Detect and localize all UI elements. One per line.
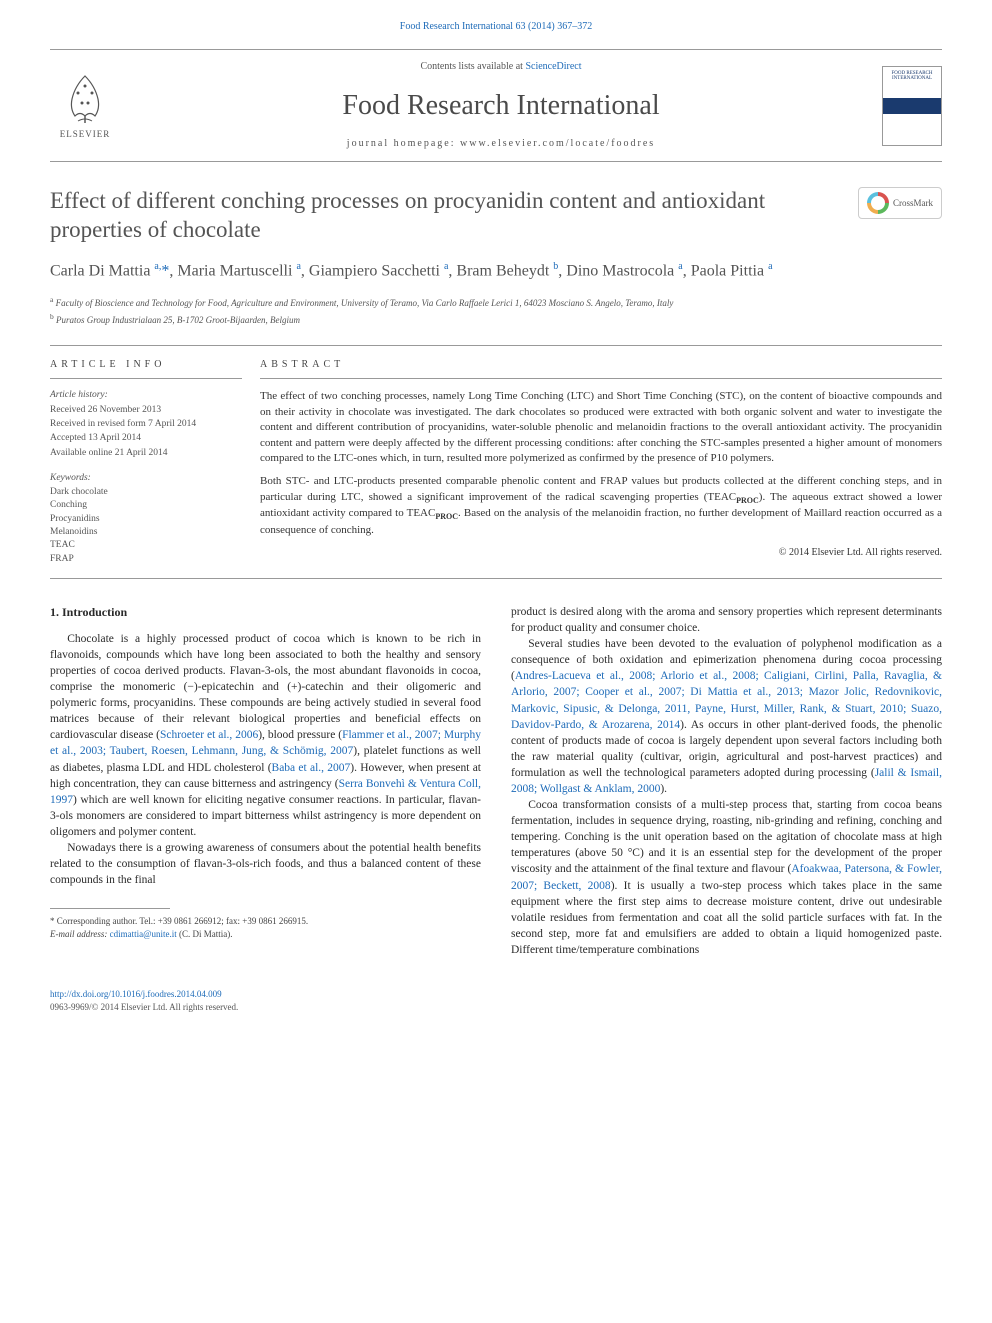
keyword-item: TEAC [50, 539, 242, 552]
body-paragraph: Chocolate is a highly processed product … [50, 631, 481, 840]
elsevier-label: ELSEVIER [60, 128, 111, 141]
left-column: 1. Introduction Chocolate is a highly pr… [50, 604, 481, 958]
body-columns: 1. Introduction Chocolate is a highly pr… [50, 604, 942, 958]
affiliations: a Faculty of Bioscience and Technology f… [50, 294, 942, 327]
history-item: Received in revised form 7 April 2014 [50, 418, 242, 431]
keywords-label: Keywords: [50, 472, 242, 485]
author-list: Carla Di Mattia a,*, Maria Martuscelli a… [50, 260, 942, 283]
article-info-heading: ARTICLE INFO [50, 358, 242, 379]
abstract-paragraph: Both STC- and LTC-products presented com… [260, 474, 942, 538]
article-info-panel: ARTICLE INFO Article history: Received 2… [50, 346, 260, 578]
right-column: product is desired along with the aroma … [511, 604, 942, 958]
crossmark-icon [867, 192, 889, 214]
journal-name: Food Research International [120, 86, 882, 125]
crossmark-badge[interactable]: CrossMark [858, 187, 942, 219]
doi-link[interactable]: http://dx.doi.org/10.1016/j.foodres.2014… [50, 989, 222, 999]
contents-line: Contents lists available at ScienceDirec… [120, 60, 882, 74]
keyword-item: Melanoidins [50, 526, 242, 539]
homepage-url[interactable]: www.elsevier.com/locate/foodres [460, 138, 655, 149]
corresponding-author-footnote: * Corresponding author. Tel.: +39 0861 2… [50, 915, 481, 940]
journal-header: ELSEVIER Contents lists available at Sci… [50, 49, 942, 162]
keyword-item: Dark chocolate [50, 486, 242, 499]
journal-cover-thumbnail: FOOD RESEARCH INTERNATIONAL [882, 66, 942, 146]
citation-link[interactable]: Baba et al., 2007 [272, 762, 351, 774]
history-item: Received 26 November 2013 [50, 404, 242, 417]
abstract-heading: ABSTRACT [260, 358, 942, 379]
article-title: Effect of different conching processes o… [50, 187, 858, 245]
history-label: Article history: [50, 389, 242, 402]
crossmark-label: CrossMark [893, 197, 933, 210]
keyword-item: Procyanidins [50, 513, 242, 526]
abstract-paragraph: The effect of two conching processes, na… [260, 389, 942, 466]
running-head: Food Research International 63 (2014) 36… [50, 20, 942, 34]
body-paragraph: product is desired along with the aroma … [511, 604, 942, 636]
history-item: Available online 21 April 2014 [50, 447, 242, 460]
body-paragraph: Cocoa transformation consists of a multi… [511, 797, 942, 958]
section-heading: 1. Introduction [50, 604, 481, 621]
email-link[interactable]: cdimattia@unite.it [110, 929, 177, 939]
keyword-item: Conching [50, 499, 242, 512]
page-footer: http://dx.doi.org/10.1016/j.foodres.2014… [50, 988, 942, 1013]
elsevier-tree-icon [60, 71, 110, 126]
sciencedirect-link[interactable]: ScienceDirect [525, 61, 581, 72]
citation-link[interactable]: Schroeter et al., 2006 [160, 729, 258, 741]
abstract-panel: ABSTRACT The effect of two conching proc… [260, 346, 942, 578]
history-item: Accepted 13 April 2014 [50, 432, 242, 445]
issn-copyright: 0963-9969/© 2014 Elsevier Ltd. All right… [50, 1002, 238, 1012]
keyword-item: FRAP [50, 553, 242, 566]
body-paragraph: Several studies have been devoted to the… [511, 636, 942, 797]
body-paragraph: Nowadays there is a growing awareness of… [50, 840, 481, 888]
journal-homepage: journal homepage: www.elsevier.com/locat… [120, 137, 882, 151]
abstract-copyright: © 2014 Elsevier Ltd. All rights reserved… [260, 546, 942, 560]
elsevier-logo: ELSEVIER [50, 66, 120, 146]
footnote-separator [50, 908, 170, 909]
